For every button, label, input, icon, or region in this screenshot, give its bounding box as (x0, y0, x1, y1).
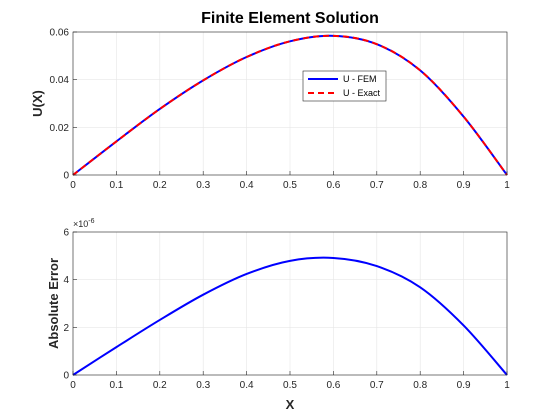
error-y-tick-label: 2 (63, 323, 69, 334)
solution-y-tick-label: 0.06 (50, 28, 70, 39)
error-ylabel: Absolute Error (46, 258, 61, 349)
error-x-tick-label: 0.5 (283, 380, 297, 391)
solution-x-tick-label: 0.8 (413, 180, 427, 191)
solution-series (72, 34, 508, 176)
solution-series-line-1 (72, 34, 508, 176)
error-ticks: 0 0.1 0.2 0.3 0.4 0.5 0.6 0.7 0.8 0.9 1 0 2 4 6 (63, 228, 510, 392)
solution-ticks: 0 0.1 0.2 0.3 0.4 0.5 0.6 0.7 0.8 0.9 1 0 0.02 0.04 0.… (50, 28, 511, 192)
solution-x-tick-label: 0.5 (283, 180, 297, 191)
solution-x-tick-label: 0.3 (196, 180, 210, 191)
error-x-tick-label: 0.4 (240, 380, 254, 391)
error-x-tick-label: 0.8 (413, 380, 427, 391)
solution-y-tick-label: 0.02 (50, 123, 70, 134)
solution-x-tick-label: 0.9 (457, 180, 471, 191)
solution-y-tick-label: 0.04 (50, 75, 70, 86)
error-y-tick-label: 6 (63, 228, 69, 239)
error-y-multiplier: ×10-6 (73, 218, 95, 229)
error-series (72, 256, 508, 376)
error-x-tick-label: 1 (504, 380, 510, 391)
solution-x-tick-label: 0 (70, 180, 76, 191)
solution-legend: U - FEM U - Exact (302, 70, 387, 102)
error-x-tick-label: 0 (70, 380, 76, 391)
legend-label-exact: U - Exact (343, 88, 381, 98)
solution-x-tick-label: 0.6 (326, 180, 340, 191)
solution-x-tick-label: 0.2 (153, 180, 167, 191)
error-xlabel: X (286, 397, 295, 412)
error-x-tick-label: 0.2 (153, 380, 167, 391)
solution-x-tick-label: 1 (504, 180, 510, 191)
solution-title: Finite Element Solution (201, 10, 379, 27)
solution-axes: 0 0.1 0.2 0.3 0.4 0.5 0.6 0.7 0.8 0.9 1 0 0.02 0.04 0.… (30, 10, 510, 191)
error-x-tick-label: 0.7 (370, 380, 384, 391)
error-y-tick-label: 0 (63, 371, 69, 382)
error-x-tick-label: 0.1 (109, 380, 123, 391)
solution-ylabel: U(X) (30, 90, 45, 117)
error-y-tick-label: 4 (63, 275, 69, 286)
error-x-tick-label: 0.9 (457, 380, 471, 391)
error-series-line-0 (72, 256, 508, 376)
solution-x-tick-label: 0.4 (240, 180, 254, 191)
solution-y-tick-label: 0 (63, 171, 69, 182)
solution-x-tick-label: 0.1 (109, 180, 123, 191)
legend-box (302, 70, 387, 102)
error-x-tick-label: 0.3 (196, 380, 210, 391)
legend-label-fem: U - FEM (343, 74, 377, 84)
solution-x-tick-label: 0.7 (370, 180, 384, 191)
error-x-tick-label: 0.6 (326, 380, 340, 391)
